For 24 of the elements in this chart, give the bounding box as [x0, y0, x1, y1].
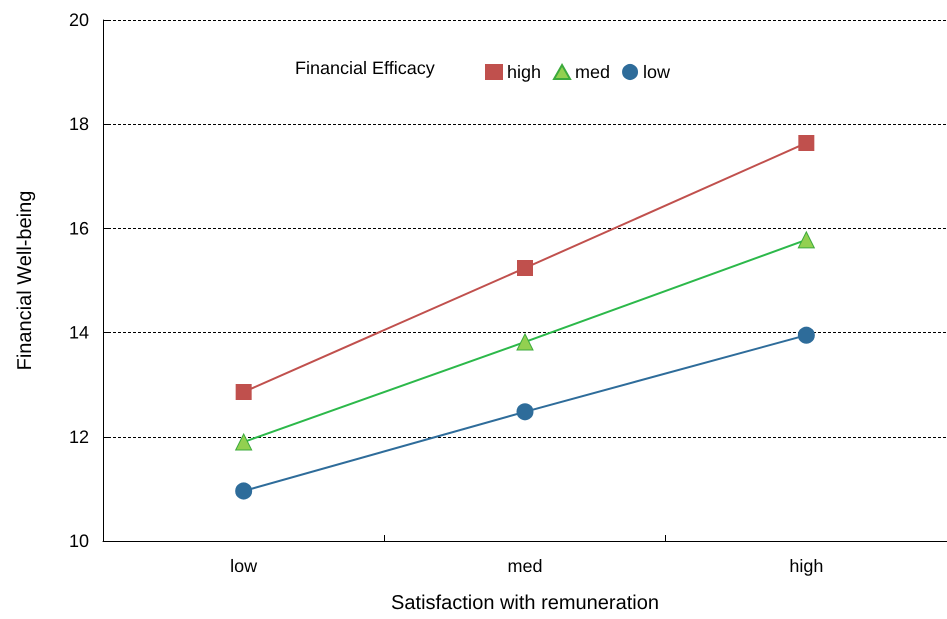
point [235, 482, 252, 500]
point [235, 434, 252, 451]
legend-title: Financial Efficacy [295, 58, 435, 78]
point [798, 134, 814, 151]
y-tick-label: 16 [68, 218, 89, 238]
legend-label: med [575, 62, 610, 82]
x-axis-title: Satisfaction with remuneration [391, 592, 659, 614]
legend-label: low [643, 62, 672, 82]
point [236, 384, 252, 400]
x-tick-label: high [789, 556, 824, 576]
x-tick-label: low [230, 556, 258, 576]
point [517, 260, 533, 276]
legend-label: high [507, 62, 542, 82]
point [516, 403, 534, 420]
y-tick-label: 14 [68, 322, 89, 343]
point [516, 333, 534, 350]
y-tick-label: 12 [68, 426, 89, 447]
y-tick-label: 20 [68, 10, 89, 30]
y-axis-title: Financial Well-being [14, 190, 36, 370]
x-tick-label: med [507, 556, 543, 576]
point [798, 326, 815, 344]
y-tick-label: 18 [68, 114, 89, 134]
y-tick-label: 10 [68, 531, 89, 551]
point [798, 231, 815, 248]
